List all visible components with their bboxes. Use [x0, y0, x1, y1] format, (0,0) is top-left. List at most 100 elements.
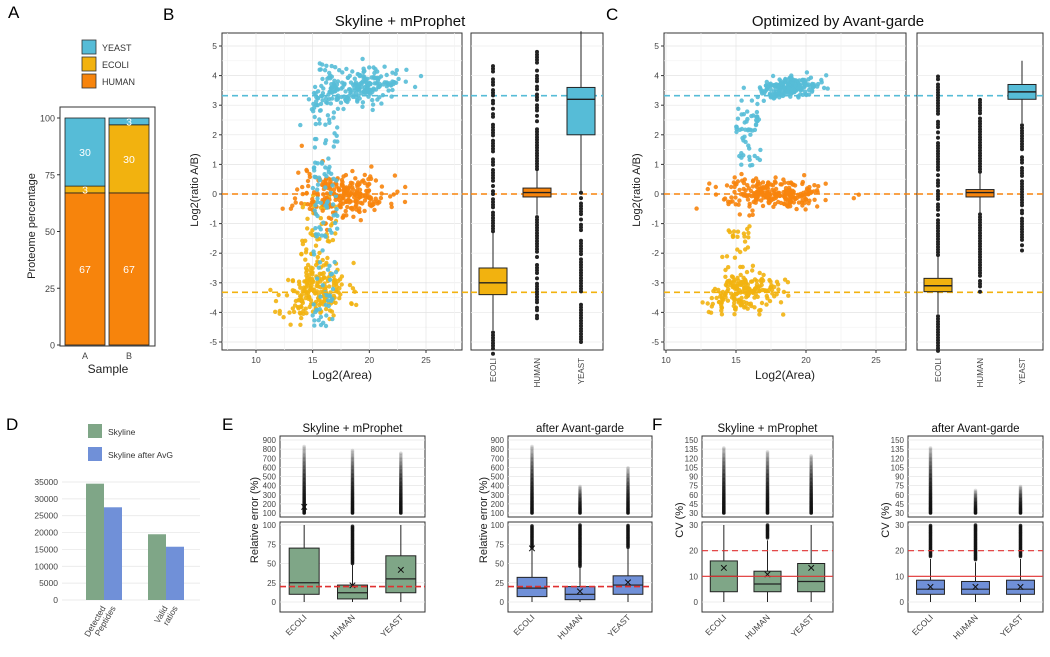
- x-tick-label: HUMAN: [976, 358, 985, 388]
- outlier-point: [765, 470, 770, 474]
- outlier-point: [765, 523, 770, 527]
- scatter-point: [320, 283, 325, 288]
- scatter-point: [793, 82, 798, 88]
- outlier-point: [722, 448, 726, 453]
- scatter-point: [811, 189, 817, 194]
- y-tick-label: 60: [895, 491, 904, 500]
- outlier-point: [928, 464, 933, 469]
- scatter-point: [323, 323, 329, 329]
- scatter-point: [812, 183, 817, 188]
- scatter-point: [760, 203, 766, 209]
- scatter-point: [306, 296, 311, 301]
- scatter-point: [735, 116, 741, 121]
- outliers-yeast: [1018, 484, 1023, 559]
- y-tick-label: 20: [689, 547, 698, 556]
- outlier-point: [928, 463, 933, 468]
- scatter-point: [308, 202, 313, 208]
- scatter-point: [326, 156, 331, 161]
- scatter-point: [770, 183, 776, 188]
- segment-label: 30: [79, 147, 91, 159]
- scatter-point: [753, 122, 759, 128]
- x-tick-label: B: [126, 351, 132, 361]
- scatter-point: [299, 315, 304, 321]
- outlier-point: [530, 450, 534, 454]
- y-tick-label: 135: [685, 445, 699, 454]
- scatter-point: [781, 312, 786, 317]
- outlier-point: [722, 450, 726, 454]
- scatter-point: [373, 178, 379, 183]
- outlier-point: [809, 463, 813, 468]
- scatter-point: [727, 229, 733, 235]
- outlier-point: [302, 447, 306, 452]
- scatter-point: [757, 270, 762, 276]
- scatter-point: [311, 90, 317, 96]
- outliers-human: [978, 97, 982, 294]
- bar-skyline-after-avg: [104, 507, 122, 600]
- scatter-point: [300, 238, 305, 243]
- scatter-point: [803, 207, 808, 212]
- outlier-point: [491, 77, 495, 82]
- scatter-point: [339, 86, 344, 91]
- scatter-point: [310, 276, 315, 282]
- outlier-point: [530, 460, 534, 465]
- outlier-point: [399, 467, 403, 472]
- scatter-point: [318, 294, 323, 299]
- scatter-point: [816, 184, 821, 189]
- y-tick-label: 4: [212, 71, 217, 81]
- scatter-point: [707, 181, 712, 186]
- scatter-point: [340, 70, 345, 75]
- scatter-point: [732, 184, 737, 190]
- scatter-point: [371, 76, 377, 81]
- outlier-point: [579, 217, 583, 222]
- scatter-point: [296, 298, 301, 303]
- scatter-point: [741, 283, 746, 288]
- bar-skyline: [148, 534, 166, 600]
- outliers-ecoli: [722, 446, 726, 515]
- scatter-point: [362, 180, 367, 186]
- outlier-point: [302, 474, 306, 478]
- outlier-point: [722, 460, 726, 465]
- scatter-point: [310, 232, 315, 238]
- subplot-title: after Avant-garde: [536, 423, 624, 435]
- scatter-point: [329, 96, 335, 101]
- outlier-point: [350, 464, 355, 469]
- scatter-point: [312, 318, 317, 323]
- y-tick-label: -1: [651, 219, 659, 229]
- outlier-point: [809, 474, 813, 478]
- outlier-point: [973, 495, 978, 499]
- scatter-point: [740, 135, 745, 141]
- outlier-point: [399, 471, 403, 476]
- y-tick-label: 50: [495, 560, 504, 569]
- scatter-point: [288, 206, 294, 211]
- scatter-point: [741, 85, 746, 91]
- scatter-point: [731, 229, 737, 234]
- scatter-point: [296, 306, 301, 311]
- scatter-point: [325, 298, 331, 303]
- scatter-point: [360, 56, 365, 62]
- scatter-point: [344, 66, 349, 72]
- y-tick-label: 5000: [39, 578, 58, 588]
- outlier-point: [928, 468, 933, 473]
- outlier-point: [535, 103, 539, 108]
- scatter-point: [404, 67, 409, 73]
- outlier-point: [399, 476, 403, 481]
- scatter-point: [343, 208, 348, 214]
- scatter-point: [758, 307, 763, 313]
- outliers-human: [578, 484, 582, 568]
- scatter-point: [772, 179, 778, 184]
- y-tick-label: -3: [651, 278, 659, 288]
- outlier-point: [973, 493, 978, 498]
- scatter-point: [310, 196, 315, 202]
- scatter-point: [755, 118, 760, 124]
- scatter-point: [386, 88, 391, 93]
- scatter-point: [745, 245, 751, 250]
- outlier-point: [626, 476, 630, 481]
- outlier-point: [399, 458, 403, 462]
- scatter-point: [360, 104, 365, 110]
- scatter-point: [322, 233, 327, 238]
- bar-B-human: [108, 192, 150, 346]
- scatter-point: [369, 164, 374, 169]
- outliers-ecoli: [491, 64, 495, 356]
- outlier-point: [302, 463, 306, 468]
